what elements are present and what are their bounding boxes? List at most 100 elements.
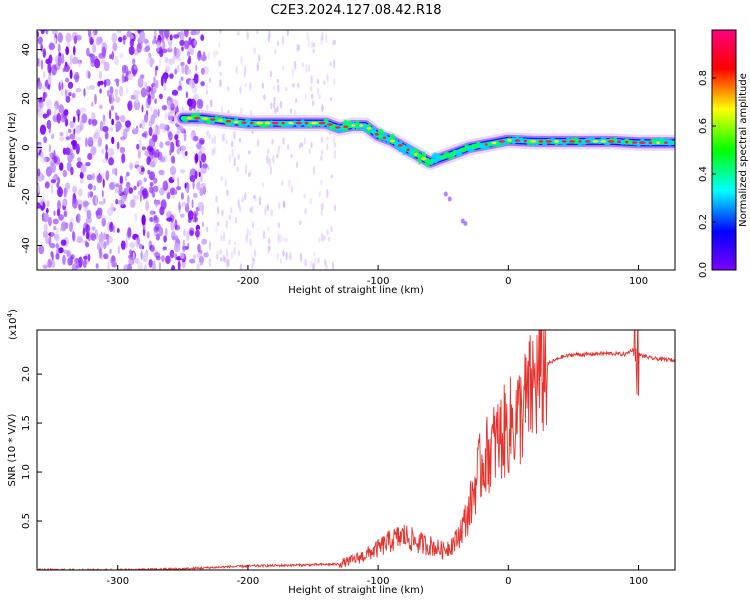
faint-speckle xyxy=(261,82,265,89)
noise-speckle xyxy=(152,185,159,193)
noise-speckle xyxy=(171,265,176,270)
noise-speckle xyxy=(87,183,93,190)
noise-speckle xyxy=(116,141,120,150)
noise-speckle xyxy=(116,30,122,34)
faint-speckle xyxy=(294,98,298,103)
faint-speckle xyxy=(249,230,252,236)
noise-speckle xyxy=(45,58,50,65)
faint-speckle xyxy=(310,75,313,84)
noise-speckle xyxy=(179,252,185,259)
ridge-core xyxy=(397,144,403,147)
noise-speckle xyxy=(74,257,80,264)
noise-speckle xyxy=(129,38,135,48)
noise-speckle xyxy=(88,53,94,58)
noise-speckle xyxy=(94,58,101,69)
faint-speckle xyxy=(295,161,299,169)
faint-speckle xyxy=(235,66,238,75)
noise-speckle xyxy=(180,145,187,152)
noise-speckle xyxy=(85,224,91,233)
noise-speckle xyxy=(187,210,194,221)
ridge-core xyxy=(632,141,638,144)
noise-speckle xyxy=(91,102,94,107)
colorbar-tick-label: 0.8 xyxy=(698,70,709,86)
noise-speckle xyxy=(200,67,205,76)
noise-speckle xyxy=(69,69,73,79)
noise-speckle xyxy=(169,214,175,223)
noise-speckle xyxy=(165,227,168,237)
faint-speckle xyxy=(253,249,257,258)
faint-speckle xyxy=(206,251,209,257)
noise-speckle xyxy=(82,227,86,236)
noise-speckle xyxy=(139,138,142,149)
faint-speckle xyxy=(279,100,283,109)
faint-speckle xyxy=(216,250,219,261)
noise-speckle xyxy=(198,99,204,109)
faint-speckle xyxy=(279,234,283,243)
faint-speckle xyxy=(233,130,236,140)
noise-speckle xyxy=(47,74,52,85)
faint-speckle xyxy=(228,215,231,220)
faint-speckle xyxy=(227,86,230,91)
ridge-core xyxy=(639,141,646,144)
faint-speckle xyxy=(291,67,294,78)
noise-speckle xyxy=(42,212,49,223)
noise-speckle xyxy=(109,54,112,60)
noise-speckle xyxy=(178,205,181,214)
noise-speckle xyxy=(42,264,48,269)
noise-speckle xyxy=(199,187,204,197)
noise-speckle xyxy=(172,174,175,180)
x-tick-label: -300 xyxy=(106,576,129,587)
noise-speckle xyxy=(39,197,46,206)
faint-speckle xyxy=(292,83,295,88)
faint-speckle xyxy=(233,247,236,256)
noise-speckle xyxy=(117,199,122,205)
noise-speckle xyxy=(115,96,121,103)
faint-speckle xyxy=(301,62,305,68)
faint-speckle xyxy=(281,35,285,46)
noise-speckle xyxy=(58,52,62,57)
noise-speckle xyxy=(88,119,95,124)
noise-speckle xyxy=(63,210,67,218)
noise-speckle xyxy=(189,175,196,183)
noise-speckle xyxy=(72,185,78,194)
faint-speckle xyxy=(276,40,280,47)
noise-speckle xyxy=(176,125,184,133)
y-tick-label: 0.5 xyxy=(21,513,32,529)
faint-speckle xyxy=(206,130,210,136)
noise-speckle xyxy=(139,31,146,43)
noise-speckle xyxy=(90,58,96,68)
noise-speckle xyxy=(137,190,141,196)
ridge-core xyxy=(498,140,506,143)
ridge-blob xyxy=(666,139,674,146)
noise-speckle xyxy=(141,214,146,226)
noise-speckle xyxy=(87,136,94,146)
noise-speckle xyxy=(156,47,160,53)
ridge-core xyxy=(366,127,372,130)
noise-speckle xyxy=(90,233,97,241)
faint-speckle xyxy=(245,233,248,244)
faint-speckle xyxy=(314,257,317,263)
noise-speckle xyxy=(193,135,199,142)
noise-speckle xyxy=(181,201,187,207)
faint-speckle xyxy=(222,231,226,242)
noise-speckle xyxy=(177,260,181,270)
noise-speckle xyxy=(59,132,64,137)
noise-speckle xyxy=(41,174,45,181)
noise-speckle xyxy=(181,46,184,52)
noise-speckle xyxy=(50,183,54,195)
noise-speckle xyxy=(75,34,82,41)
faint-speckle xyxy=(243,65,247,76)
faint-speckle xyxy=(213,50,216,59)
noise-speckle xyxy=(118,184,123,194)
x-tick-label: -200 xyxy=(237,576,260,587)
noise-speckle xyxy=(50,259,56,268)
noise-speckle xyxy=(114,187,119,194)
noise-speckle xyxy=(88,32,92,42)
noise-speckle xyxy=(161,34,165,43)
noise-speckle xyxy=(108,221,114,233)
ridge-core xyxy=(304,121,309,125)
noise-speckle xyxy=(199,256,205,263)
noise-speckle xyxy=(83,255,88,260)
noise-speckle xyxy=(118,36,123,43)
noise-speckle xyxy=(184,182,187,189)
